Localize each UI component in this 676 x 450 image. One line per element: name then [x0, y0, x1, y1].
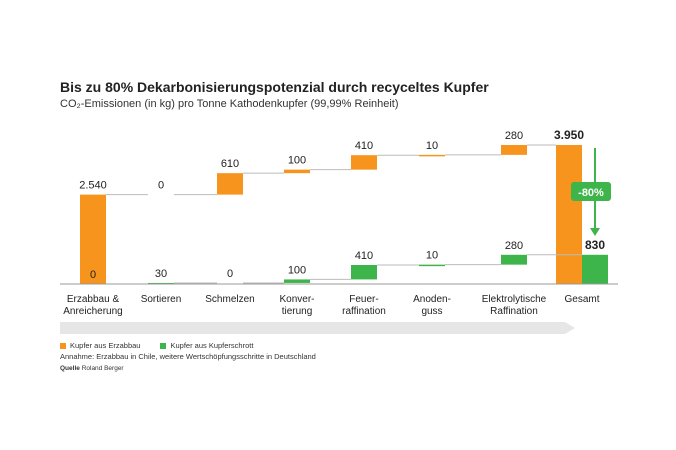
- value-label-mine-2: 610: [221, 158, 239, 170]
- legend-swatch-scrap: [160, 342, 167, 349]
- source-value: Roland Berger: [81, 365, 124, 372]
- bar-mine-4: [351, 155, 377, 170]
- value-label-scrap-7: 830: [585, 238, 605, 252]
- category-label-5: guss: [421, 306, 442, 317]
- category-label-6: Raffination: [490, 306, 538, 317]
- value-label-scrap-0: 0: [90, 269, 96, 281]
- value-label-scrap-4: 410: [355, 250, 373, 262]
- assumption-note: Annahme: Erzabbau in Chile, weitere Wert…: [60, 352, 316, 361]
- bar-scrap-6: [501, 254, 527, 265]
- category-label-3: tierung: [282, 306, 313, 317]
- value-label-mine-0: 2.540: [79, 180, 107, 192]
- bar-mine-6: [501, 145, 527, 155]
- legend-swatch-mine: [60, 342, 66, 349]
- category-label-1: Sortieren: [141, 294, 182, 305]
- bar-scrap-4: [351, 264, 377, 280]
- value-label-mine-7: 3.950: [554, 128, 584, 142]
- reduction-badge: [571, 182, 611, 201]
- category-label-7: Gesamt: [564, 294, 599, 305]
- legend-item-mine: Kupfer aus Erzabbau: [60, 341, 140, 350]
- progress-arrow: [60, 322, 575, 334]
- category-label-4: Feuer-: [349, 294, 378, 305]
- bar-scrap-7: [582, 254, 608, 284]
- source-label: Quelle: [60, 365, 80, 372]
- value-label-mine-4: 410: [355, 140, 373, 152]
- category-label-5: Anoden-: [413, 294, 451, 305]
- bar-mine-7: [556, 145, 582, 284]
- bar-mine-5: [419, 154, 445, 157]
- category-label-0: Erzabbau &: [67, 294, 120, 305]
- bar-mine-2: [217, 173, 243, 195]
- value-label-mine-5: 10: [426, 140, 438, 152]
- bar-scrap-3: [284, 279, 310, 283]
- reduction-arrow-head: [590, 228, 600, 236]
- value-label-scrap-3: 100: [288, 264, 306, 276]
- category-label-2: Schmelzen: [205, 294, 254, 305]
- legend: Kupfer aus Erzabbau Kupfer aus Kupfersch…: [60, 341, 253, 350]
- value-label-mine-1: 0: [158, 180, 164, 192]
- bar-mine-3: [284, 169, 310, 174]
- value-label-mine-6: 280: [505, 130, 523, 142]
- category-label-4: raffination: [342, 306, 386, 317]
- source-line: Quelle Roland Berger: [60, 365, 124, 372]
- value-label-scrap-5: 10: [426, 250, 438, 262]
- value-label-mine-3: 100: [288, 155, 306, 167]
- category-label-6: Elektrolytische: [482, 294, 547, 305]
- legend-label-mine: Kupfer aus Erzabbau: [70, 341, 141, 350]
- value-label-scrap-2: 0: [227, 268, 233, 280]
- value-label-scrap-6: 280: [505, 240, 523, 252]
- value-label-scrap-1: 30: [155, 268, 167, 280]
- chart-title: Bis zu 80% Dekarbonisierungspotenzial du…: [60, 79, 489, 95]
- category-label-3: Konver-: [279, 294, 314, 305]
- legend-label-scrap: Kupfer aus Kupferschrott: [170, 341, 254, 350]
- chart-subtitle: CO₂-Emissionen (in kg) pro Tonne Kathode…: [60, 98, 399, 110]
- bar-mine-0: [80, 194, 106, 284]
- reduction-label: -80%: [578, 187, 604, 199]
- bar-scrap-5: [419, 264, 445, 267]
- category-label-0: Anreicherung: [63, 306, 122, 317]
- legend-item-scrap: Kupfer aus Kupferschrott: [160, 341, 253, 350]
